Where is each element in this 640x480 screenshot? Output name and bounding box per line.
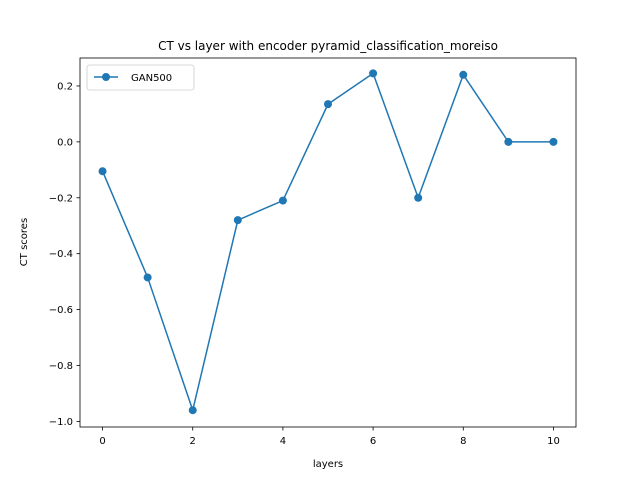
data-point xyxy=(459,70,468,79)
y-tick-label: −0.8 xyxy=(49,361,73,372)
data-point xyxy=(369,69,378,78)
x-tick-label: 2 xyxy=(190,436,196,447)
data-point xyxy=(188,406,197,415)
data-point xyxy=(233,216,242,225)
legend-label: GAN500 xyxy=(131,73,172,84)
x-tick-label: 8 xyxy=(460,436,466,447)
axes-frame xyxy=(79,57,577,428)
x-tick-label: 0 xyxy=(99,436,105,447)
y-tick-label: −0.6 xyxy=(49,305,73,316)
x-tick-label: 4 xyxy=(280,436,286,447)
y-tick-label: 0.2 xyxy=(57,81,73,92)
data-point xyxy=(549,137,558,146)
y-tick-label: −1.0 xyxy=(49,417,73,428)
y-tick-label: −0.4 xyxy=(49,249,73,260)
x-axis-label: layers xyxy=(313,459,343,470)
legend-box xyxy=(86,64,195,91)
x-tick-label: 6 xyxy=(370,436,376,447)
data-point xyxy=(278,196,287,205)
y-axis-label: CT scores xyxy=(19,218,30,266)
legend-marker xyxy=(102,73,110,81)
plot-area: 0 2 4 6 8 10 −1.0 −0.8 −0.6 −0.4 −0.2 0.0 0.2 GAN500 xyxy=(49,57,577,447)
data-point xyxy=(98,167,107,176)
x-tick-label: 10 xyxy=(547,436,560,447)
y-tick-label: 0.0 xyxy=(57,137,73,148)
data-point xyxy=(143,273,152,282)
chart-title: CT vs layer with encoder pyramid_classif… xyxy=(158,39,498,53)
data-point xyxy=(414,193,423,202)
y-tick-label: −0.2 xyxy=(49,193,73,204)
data-point xyxy=(504,137,513,146)
data-point xyxy=(324,100,332,109)
